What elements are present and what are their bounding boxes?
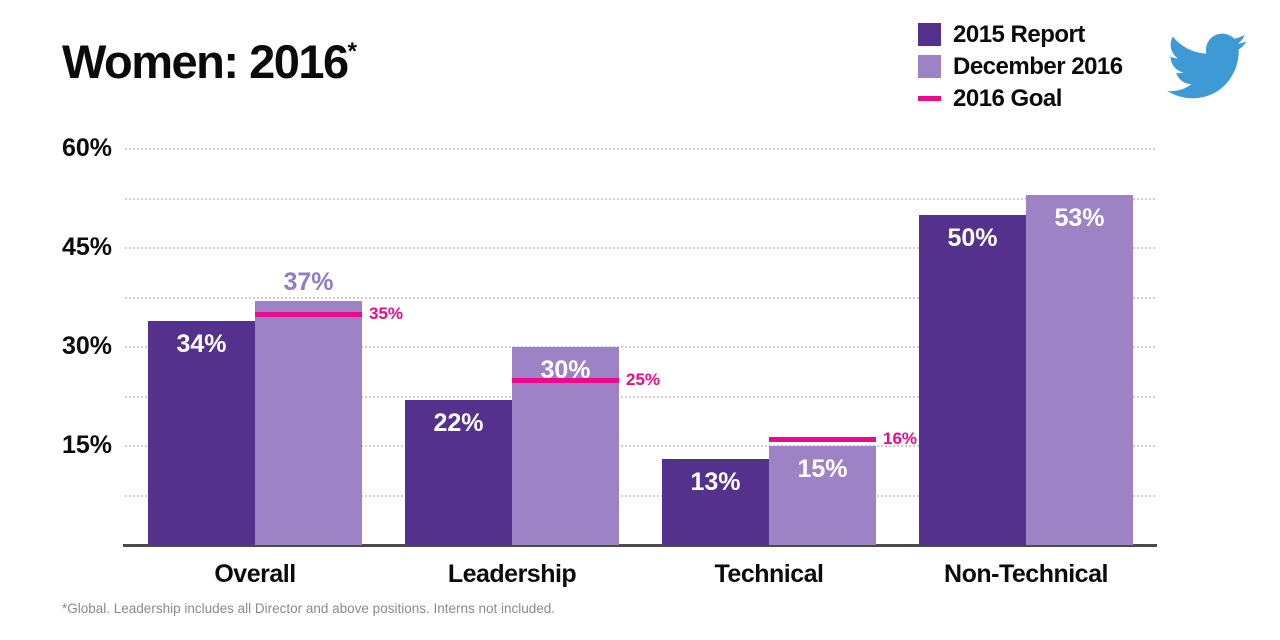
legend-label: December 2016 — [953, 52, 1123, 80]
bar-value-label: 13% — [690, 468, 741, 497]
category-label: Leadership — [447, 560, 577, 588]
title-text: Women: 2016 — [62, 35, 349, 88]
series-swatch — [918, 55, 941, 78]
y-axis-tick: 30% — [61, 332, 112, 360]
bar-value-label: 37% — [283, 267, 334, 296]
legend-label: 2015 Report — [953, 20, 1085, 48]
goal-line — [512, 378, 619, 383]
goal-line — [255, 312, 362, 317]
gridline-60 — [125, 148, 1155, 150]
y-axis-tick: 45% — [61, 233, 112, 261]
bar-value-label: 53% — [1054, 204, 1105, 233]
gridline-30 — [125, 346, 1155, 348]
goal-value-label: 35% — [369, 304, 404, 323]
bar-2015-report — [148, 320, 255, 545]
bar-2015-report — [919, 215, 1026, 545]
goal-value-label: 16% — [883, 429, 918, 449]
category-label: Non-Technical — [944, 560, 1108, 588]
bar-value-label: 15% — [797, 455, 848, 483]
bar-2015-report — [405, 399, 512, 545]
bar-value-label: 22% — [433, 408, 484, 437]
series-swatch — [918, 23, 941, 46]
category-label: Overall — [214, 560, 296, 588]
x-axis-line — [123, 544, 1157, 547]
page-title: Women: 2016* — [62, 34, 357, 89]
goal-line — [769, 437, 876, 443]
gridline-52.5 — [125, 197, 1155, 200]
goal-line-swatch — [918, 96, 941, 101]
gridline-7.5 — [125, 494, 1155, 497]
footnote-marker: * — [347, 38, 357, 66]
gridline-22.5 — [125, 395, 1155, 398]
legend-item-1: December 2016 — [918, 53, 1123, 80]
legend-item-2: 2016 Goal — [918, 85, 1123, 112]
footnote: *Global. Leadership includes all Directo… — [62, 601, 556, 616]
twitter-logo-icon — [1167, 33, 1247, 99]
y-axis-tick: 15% — [61, 431, 112, 459]
bar-december-2016 — [1026, 195, 1133, 545]
bar-value-label: 50% — [947, 224, 998, 252]
bar-2015-report — [662, 459, 769, 545]
category-label: Technical — [714, 560, 824, 588]
bar-december-2016 — [255, 300, 362, 545]
bar-december-2016 — [769, 446, 876, 545]
y-axis-tick: 60% — [61, 134, 112, 162]
bar-value-label: 34% — [176, 329, 227, 358]
legend-item-0: 2015 Report — [918, 21, 1123, 48]
gridline-15 — [125, 445, 1155, 447]
goal-value-label: 25% — [626, 370, 661, 389]
legend: 2015 Report December 2016 2016 Goal — [918, 21, 1123, 117]
gridline-45 — [125, 247, 1155, 249]
gridline-37.5 — [125, 296, 1155, 299]
legend-label: 2016 Goal — [953, 84, 1062, 112]
